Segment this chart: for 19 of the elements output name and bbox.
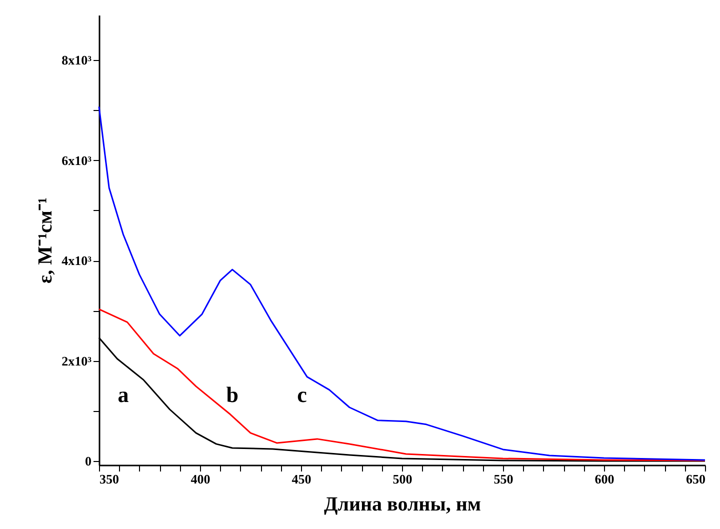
y-tick-label: 0 [85,453,92,468]
x-tick-label: 400 [190,472,210,486]
y-axis-title: ε, M⁻¹см⁻¹ [34,198,57,284]
annotation: a [118,382,129,407]
y-tick-label: 2x10³ [62,353,92,368]
x-tick-label: 600 [594,472,614,486]
x-tick-label: 550 [494,472,514,486]
x-tick-label: 350 [100,472,119,486]
x-tick-label: 450 [292,472,312,486]
y-tick-label: 4x10³ [62,253,92,268]
annotation: b [226,382,238,407]
x-tick-label: 650 [686,472,706,486]
x-axis-title: Длина волны, нм [324,494,481,516]
line-series [98,308,706,462]
y-tick-label: 6x10³ [62,152,92,168]
x-tick-label: 500 [392,472,412,486]
y-tick-label: 8x10³ [62,52,92,68]
line-series [98,106,706,461]
annotation: c [297,382,308,407]
